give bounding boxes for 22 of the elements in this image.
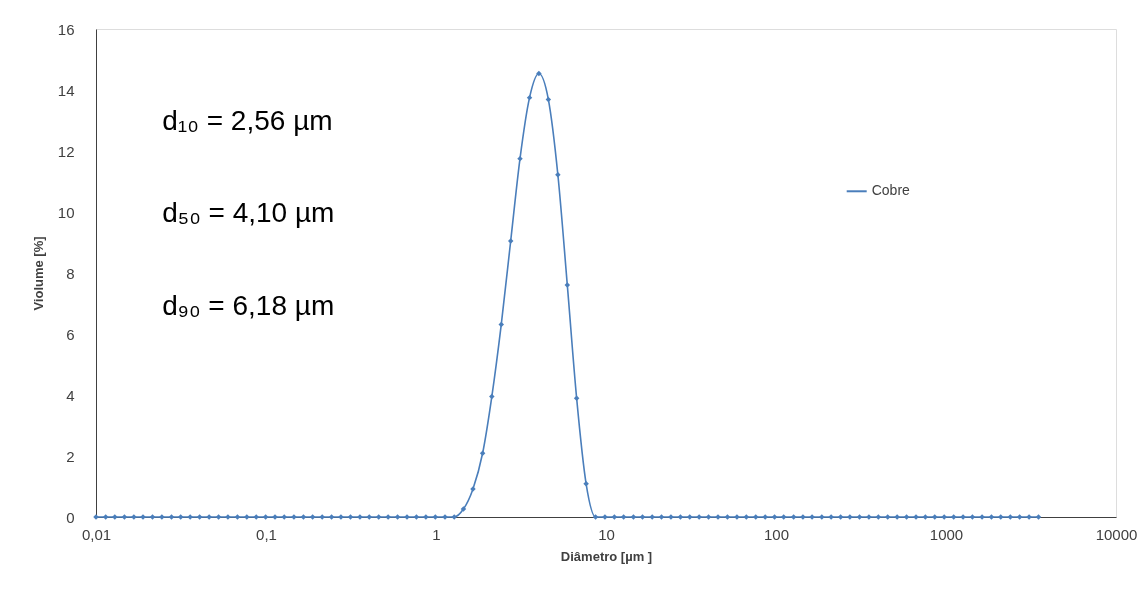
y-tick-label: 6	[66, 325, 75, 343]
x-tick-label: 1000	[929, 525, 964, 543]
x-tick-label: 100	[763, 525, 790, 543]
y-axis-title: Violume [%]	[30, 236, 46, 311]
y-tick-label: 14	[57, 81, 75, 99]
y-tick-label: 0	[66, 508, 75, 526]
y-tick-label: 10	[57, 203, 75, 221]
annotation: d₅₀ = 4,10 µm	[162, 197, 335, 229]
x-axis-title: Diâmetro [µm ]	[560, 548, 653, 564]
x-tick-label: 0,01	[81, 525, 112, 543]
x-tick-label: 1	[432, 525, 441, 543]
y-tick-label: 2	[66, 447, 75, 465]
annotation: d₁₀ = 2,56 µm	[162, 104, 333, 136]
x-tick-label: 10	[598, 525, 615, 543]
y-tick-label: 8	[66, 264, 75, 282]
annotation: d₉₀ = 6,18 µm	[162, 290, 335, 322]
x-tick-label: 10000	[1095, 525, 1138, 543]
y-tick-label: 12	[57, 142, 75, 160]
legend-label: Cobre	[871, 182, 911, 199]
y-tick-label: 16	[57, 20, 75, 38]
x-tick-label: 0,1	[256, 525, 277, 543]
y-tick-label: 4	[66, 386, 75, 404]
